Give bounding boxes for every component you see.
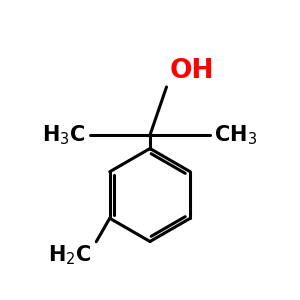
Text: H$_3$C: H$_3$C xyxy=(42,123,86,147)
Text: H$_2$C: H$_2$C xyxy=(48,243,92,267)
Text: OH: OH xyxy=(170,58,214,84)
Text: CH$_3$: CH$_3$ xyxy=(214,123,257,147)
